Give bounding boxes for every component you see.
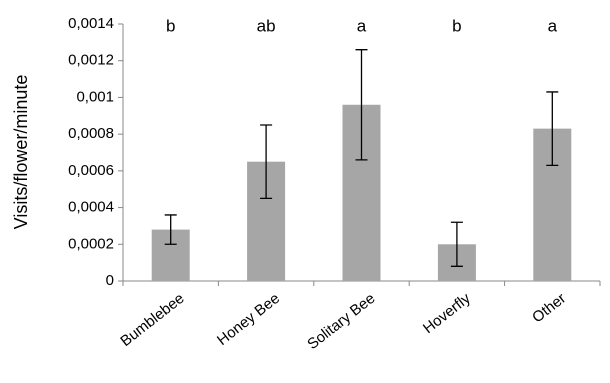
error-bar [260, 124, 273, 200]
y-tick-label: 0,0006 [68, 162, 114, 179]
y-tick-label: 0,0008 [68, 125, 114, 142]
x-tick-label: Solitary Bee [304, 290, 378, 353]
error-bar [450, 221, 463, 267]
y-tick-label: 0,0002 [68, 235, 114, 252]
y-axis-label: Visits/flower/minute [11, 75, 31, 230]
annotation: a [548, 16, 558, 35]
annotation: a [357, 16, 367, 35]
y-tick-label: 0 [106, 272, 114, 289]
y-tick-label: 0,0012 [68, 52, 114, 69]
x-tick-label: Other [529, 290, 569, 326]
x-tick-label: Hoverfly [420, 290, 474, 338]
y-tick-label: 0,001 [76, 88, 114, 105]
y-tick-label: 0,0004 [68, 199, 114, 216]
error-bar [164, 214, 177, 245]
error-bar [355, 49, 368, 161]
x-tick-label: Bumblebee [117, 290, 187, 350]
annotation: b [452, 16, 461, 35]
annotation: b [166, 16, 175, 35]
error-bar [546, 91, 559, 166]
annotation: ab [257, 16, 276, 35]
x-tick-label: Honey Bee [214, 290, 283, 349]
y-tick-label: 0,0014 [68, 15, 114, 32]
